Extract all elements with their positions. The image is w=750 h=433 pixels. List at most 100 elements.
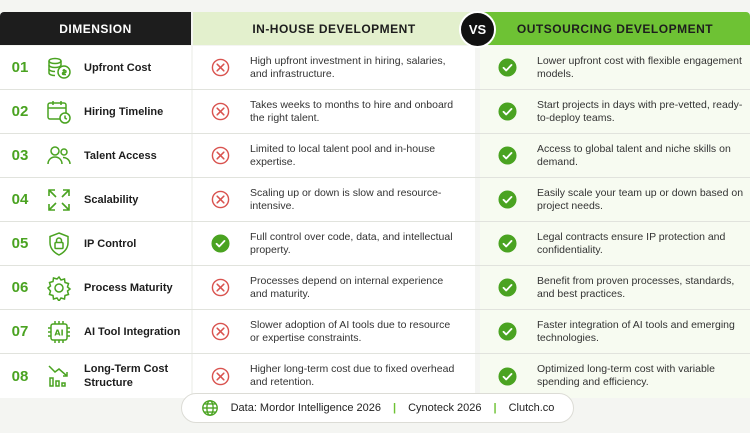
- header-dimension: DIMENSION: [0, 12, 191, 45]
- gear-icon: [46, 275, 72, 301]
- check-icon: [498, 278, 517, 297]
- outsourcing-cell: Access to global talent and niche skills…: [480, 134, 750, 177]
- calendar-clock-icon: [46, 99, 72, 125]
- cross-icon: [211, 190, 230, 209]
- in-house-text: Scaling up or down is slow and resource-…: [250, 186, 442, 212]
- outsourcing-cell: Optimized long-term cost with variable s…: [480, 354, 750, 398]
- chart-down-icon: [46, 363, 72, 389]
- row-number: 05: [11, 235, 29, 252]
- check-icon: [498, 234, 517, 253]
- users-icon: [46, 143, 72, 169]
- source-cynoteck: Cynoteck 2026: [408, 402, 482, 414]
- vs-badge: VS: [459, 11, 496, 48]
- source-mordor: Data: Mordor Intelligence 2026: [230, 402, 382, 414]
- outsourcing-text: Benefit from proven processes, standards…: [537, 274, 735, 300]
- header-outsourcing: OUTSOURCING DEVELOPMENT: [480, 12, 750, 45]
- cross-icon: [211, 278, 230, 297]
- coins-icon: [46, 55, 72, 81]
- svg-text:AI: AI: [54, 328, 63, 337]
- dimension-label: Talent Access: [84, 149, 157, 162]
- in-house-text: Higher long-term cost due to fixed overh…: [250, 363, 455, 388]
- in-house-cell: High upfront investment in hiring, salar…: [193, 46, 475, 89]
- comparison-table: 01 Upfront Cost High upfront investment in…: [0, 46, 750, 398]
- dimension-cell: 07 AI AI Tool Integration: [0, 310, 191, 353]
- table-row: 08 Long-Term Cost Structure Higher long-te…: [0, 354, 750, 398]
- dimension-label: Scalability: [84, 193, 139, 206]
- dimension-cell: 06 Process Maturity: [0, 266, 191, 309]
- dimension-label: Upfront Cost: [84, 61, 152, 74]
- in-house-text: High upfront investment in hiring, salar…: [250, 54, 446, 80]
- outsourcing-cell: Faster integration of AI tools and emerg…: [480, 310, 750, 353]
- outsourcing-text: Lower upfront cost with flexible engagem…: [537, 54, 742, 80]
- cross-icon: [211, 367, 230, 386]
- row-number: 04: [11, 191, 29, 208]
- outsourcing-text: Start projects in days with pre-vetted, …: [537, 98, 743, 124]
- in-house-text: Limited to local talent pool and in-hous…: [250, 142, 436, 168]
- check-icon: [498, 146, 517, 165]
- in-house-cell: Slower adoption of AI tools due to resou…: [193, 310, 475, 353]
- dimension-cell: 04 Scalability: [0, 178, 191, 221]
- dimension-label: Process Maturity: [84, 281, 173, 294]
- source-footer: Data: Mordor Intelligence 2026 | Cynotec…: [181, 393, 574, 423]
- table-row: 02 Hiring Timeline Takes weeks to months t…: [0, 90, 750, 134]
- outsourcing-text: Easily scale your team up or down based …: [537, 186, 744, 212]
- table-row: 07 AI AI Tool Integration Slower adoption o…: [0, 310, 750, 354]
- dimension-label: Long-Term Cost Structure: [84, 363, 169, 389]
- cross-icon: [211, 58, 230, 77]
- cross-icon: [211, 146, 230, 165]
- ai-chip-icon: AI: [46, 319, 72, 345]
- check-icon: [211, 234, 230, 253]
- table-row: 04 Scalability Scaling up or down is slow …: [0, 178, 750, 222]
- outsourcing-cell: Benefit from proven processes, standards…: [480, 266, 750, 309]
- check-icon: [498, 102, 517, 121]
- outsourcing-text: Optimized long-term cost with variable s…: [537, 363, 715, 388]
- globe-icon: [201, 399, 219, 417]
- dimension-cell: 03 Talent Access: [0, 134, 191, 177]
- cross-icon: [211, 322, 230, 341]
- outsourcing-cell: Legal contracts ensure IP protection and…: [480, 222, 750, 265]
- in-house-text: Full control over code, data, and intell…: [250, 230, 453, 256]
- outsourcing-text: Access to global talent and niche skills…: [537, 142, 731, 168]
- outsourcing-cell: Start projects in days with pre-vetted, …: [480, 90, 750, 133]
- shield-lock-icon: [46, 231, 72, 257]
- in-house-text: Processes depend on internal experience …: [250, 274, 444, 300]
- dimension-label: Hiring Timeline: [84, 105, 164, 118]
- check-icon: [498, 58, 517, 77]
- dimension-cell: 05 IP Control: [0, 222, 191, 265]
- in-house-cell: Limited to local talent pool and in-hous…: [193, 134, 475, 177]
- table-header: DIMENSION IN-HOUSE DEVELOPMENT VS OUTSOU…: [0, 11, 750, 48]
- outsourcing-cell: Easily scale your team up or down based …: [480, 178, 750, 221]
- expand-icon: [46, 187, 72, 213]
- cross-icon: [211, 102, 230, 121]
- in-house-cell: Takes weeks to months to hire and onboar…: [193, 90, 475, 133]
- dimension-cell: 01 Upfront Cost: [0, 46, 191, 89]
- row-number: 08: [11, 367, 29, 385]
- dimension-label: IP Control: [84, 237, 137, 250]
- row-number: 06: [11, 279, 29, 296]
- in-house-text: Slower adoption of AI tools due to resou…: [250, 318, 451, 344]
- row-number: 03: [11, 147, 29, 164]
- separator: |: [393, 402, 397, 414]
- dimension-cell: 08 Long-Term Cost Structure: [0, 354, 191, 398]
- check-icon: [498, 366, 517, 386]
- outsourcing-text: Faster integration of AI tools and emerg…: [537, 318, 735, 344]
- in-house-text: Takes weeks to months to hire and onboar…: [250, 98, 454, 124]
- row-number: 07: [11, 323, 29, 340]
- check-icon: [498, 190, 517, 209]
- source-clutch: Clutch.co: [508, 402, 555, 414]
- table-row: 05 IP Control Full control over code, data…: [0, 222, 750, 266]
- table-row: 01 Upfront Cost High upfront investment in…: [0, 46, 750, 90]
- row-number: 01: [11, 59, 29, 76]
- outsourcing-cell: Lower upfront cost with flexible engagem…: [480, 46, 750, 89]
- header-in-house: IN-HOUSE DEVELOPMENT: [193, 12, 475, 45]
- in-house-cell: Higher long-term cost due to fixed overh…: [193, 354, 475, 398]
- outsourcing-text: Legal contracts ensure IP protection and…: [537, 230, 726, 256]
- check-icon: [498, 322, 517, 341]
- in-house-cell: Scaling up or down is slow and resource-…: [193, 178, 475, 221]
- dimension-label: AI Tool Integration: [84, 325, 181, 338]
- in-house-cell: Full control over code, data, and intell…: [193, 222, 475, 265]
- table-row: 06 Process Maturity Processes depend on in…: [0, 266, 750, 310]
- in-house-cell: Processes depend on internal experience …: [193, 266, 475, 309]
- separator: |: [493, 402, 497, 414]
- dimension-cell: 02 Hiring Timeline: [0, 90, 191, 133]
